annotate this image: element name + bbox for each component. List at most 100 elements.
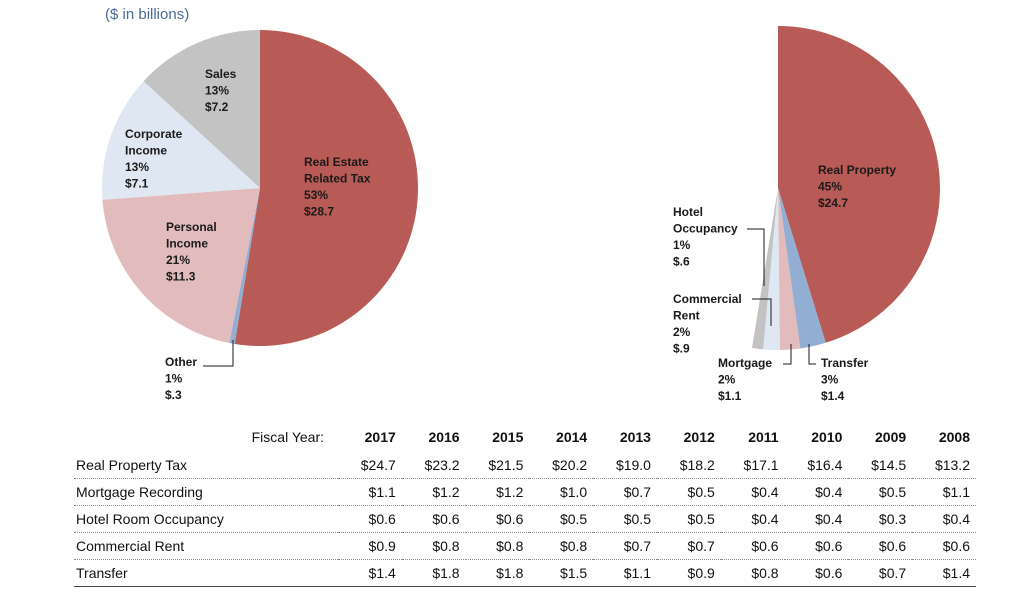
table-cell: $20.2	[529, 452, 594, 479]
table-row: Commercial Rent $0.9 $0.8 $0.8 $0.8 $0.7 $0.7 $…	[74, 532, 976, 560]
leader-line-2	[752, 298, 772, 326]
table-header-row: Fiscal Year: 2017 2016 2015 2014 2013 2012 2011…	[74, 428, 976, 452]
row-label: Mortgage Recording	[74, 478, 338, 506]
column-header-2016: 2016	[428, 429, 460, 445]
leader-line-3	[783, 344, 792, 365]
column-header-2008: 2008	[938, 429, 970, 445]
table-cell: $21.5	[465, 452, 530, 479]
table-cell: $0.6	[912, 532, 976, 560]
leader-lines	[203, 228, 816, 367]
pie-chart-left	[102, 30, 418, 346]
table-cell: $0.6	[784, 532, 849, 560]
table-cell: $0.4	[784, 478, 849, 506]
pie-right-label-3: Commercial Rent 2% $.9	[673, 292, 742, 356]
table-cell: $0.6	[848, 532, 913, 560]
table-cell: $23.2	[401, 452, 466, 479]
table-cell: $17.1	[720, 452, 785, 479]
table-cell: $0.7	[848, 559, 913, 587]
table-row: Mortgage Recording $1.1 $1.2 $1.2 $1.0 $0.7 $0…	[74, 478, 976, 506]
table-cell: $13.2	[912, 452, 976, 479]
table-cell: $0.6	[720, 532, 785, 560]
pie-right-slice-2	[778, 188, 801, 350]
table-cell: $0.3	[848, 505, 913, 533]
pie-right-label-0: Real Property 45% $24.7	[818, 163, 896, 210]
table-cell: $1.4	[912, 559, 976, 587]
pie-left-slice-1	[229, 188, 260, 344]
table-cell: $0.5	[848, 478, 913, 506]
table-body: Real Property Tax $24.7 $23.2 $21.5 $20.2 $19…	[74, 452, 976, 587]
table-cell: $24.7	[338, 452, 402, 479]
table-cell: $0.5	[529, 505, 594, 533]
table-row: Hotel Room Occupancy $0.6 $0.6 $0.6 $0.5 $0.5…	[74, 505, 976, 533]
table-cell: $0.4	[784, 505, 849, 533]
table-cell: $0.9	[656, 559, 721, 587]
pie-right-label-2: Mortgage 2% $1.1	[718, 356, 772, 403]
pie-labels: Real Estate Related Tax 53% $28.7 Other 1% $.3…	[125, 67, 896, 403]
pie-right-label-1: Transfer 3% $1.4	[821, 356, 869, 403]
leader-line-0	[203, 340, 234, 367]
table-cell: $1.8	[401, 559, 466, 587]
fiscal-year-table: Fiscal Year: 2017 2016 2015 2014 2013 2012 2011…	[74, 428, 976, 587]
left-chart-subtitle: ($ in billions)	[105, 6, 190, 23]
pie-left-slice-3	[102, 81, 260, 200]
pie-left-label-0: Real Estate Related Tax 53% $28.7	[304, 155, 371, 219]
table-cell: $0.7	[593, 478, 657, 506]
pie-right-slice-4	[752, 188, 778, 350]
table-cell: $19.0	[593, 452, 657, 479]
table-cell: $0.5	[656, 505, 721, 533]
table-cell: $1.2	[465, 478, 530, 506]
table-cell: $1.1	[593, 559, 657, 587]
column-header-2010: 2010	[811, 429, 843, 445]
row-label: Hotel Room Occupancy	[74, 505, 338, 533]
table-cell: $0.7	[656, 532, 721, 560]
column-header-2015: 2015	[492, 429, 524, 445]
table-cell: $1.4	[338, 559, 402, 587]
pie-right-label-4: Hotel Occupancy 1% $.6	[673, 205, 738, 269]
table-row: Real Property Tax $24.7 $23.2 $21.5 $20.2 $19…	[74, 452, 976, 479]
table-cell: $0.4	[912, 505, 976, 533]
table-cell: $0.8	[720, 559, 785, 587]
table-cell: $18.2	[656, 452, 721, 479]
row-label: Commercial Rent	[74, 532, 338, 560]
table-cell: $16.4	[784, 452, 849, 479]
pie-left-slice-4	[143, 30, 260, 188]
row-label: Transfer	[74, 559, 338, 587]
table-cell: $1.2	[401, 478, 466, 506]
pie-left-label-1: Other 1% $.3	[165, 355, 197, 402]
column-header-2017: 2017	[364, 429, 396, 445]
fiscal-year-label: Fiscal Year:	[251, 429, 324, 445]
column-header-2012: 2012	[683, 429, 715, 445]
table-cell: $0.4	[720, 505, 785, 533]
column-header-2011: 2011	[748, 429, 779, 445]
pie-left-label-4: Sales 13% $7.2	[205, 67, 237, 114]
table-cell: $1.1	[912, 478, 976, 506]
table-row: Transfer $1.4 $1.8 $1.8 $1.5 $1.1 $0.9 $0.8 $0.6…	[74, 559, 976, 587]
column-header-2013: 2013	[619, 429, 651, 445]
pie-right-slice-1	[778, 188, 826, 349]
table-cell: $0.6	[784, 559, 849, 587]
table-cell: $0.6	[338, 505, 402, 533]
table-cell: $0.9	[338, 532, 402, 560]
pie-charts: Real Estate Related Tax 53% $28.7 Other 1% $.3…	[102, 26, 941, 403]
table-cell: $0.6	[465, 505, 530, 533]
pie-left-label-2: Personal Income 21% $11.3	[166, 220, 217, 284]
pie-left-slice-2	[102, 188, 260, 343]
leader-line-1	[747, 228, 765, 286]
leader-line-4	[808, 344, 816, 365]
table-cell: $0.8	[529, 532, 594, 560]
table-cell: $1.8	[465, 559, 530, 587]
table-cell: $0.7	[593, 532, 657, 560]
table-cell: $0.8	[401, 532, 466, 560]
pie-chart-right	[752, 26, 941, 350]
column-header-2014: 2014	[556, 429, 588, 445]
table-cell: $0.8	[465, 532, 530, 560]
pie-right-slice-0	[778, 26, 941, 343]
table-cell: $1.5	[529, 559, 594, 587]
pie-right-slice-3	[763, 188, 780, 350]
pie-left-slice-0	[234, 30, 418, 346]
table-cell: $0.4	[720, 478, 785, 506]
row-label: Real Property Tax	[74, 452, 338, 479]
table-cell: $1.1	[338, 478, 402, 506]
table-cell: $0.6	[401, 505, 466, 533]
table-cell: $1.0	[529, 478, 594, 506]
